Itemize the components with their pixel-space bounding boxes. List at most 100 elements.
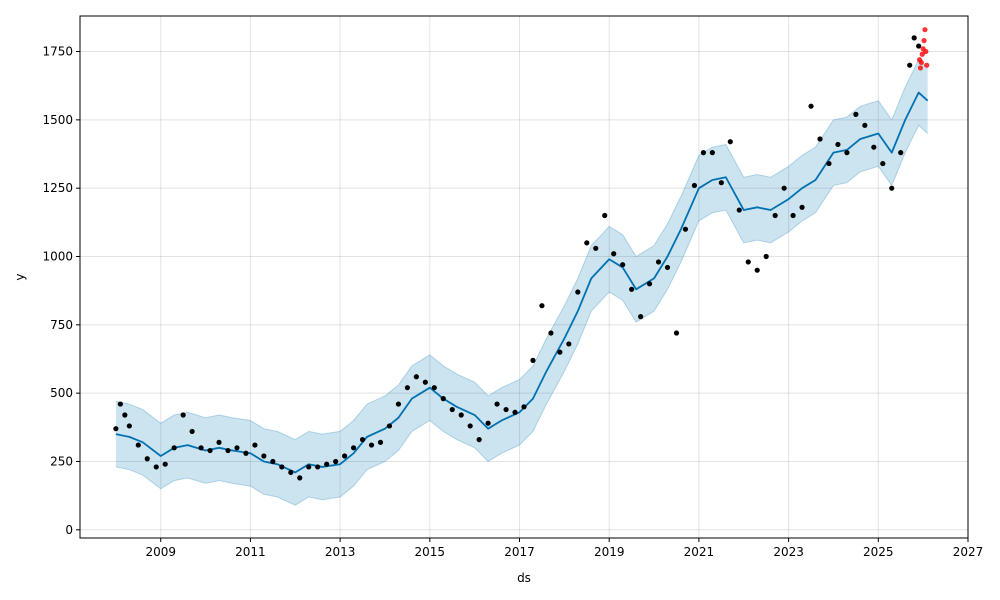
observed-point	[907, 62, 913, 68]
observed-point	[252, 442, 258, 448]
observed-point	[709, 150, 715, 156]
observed-point	[736, 207, 742, 213]
observed-point	[413, 374, 419, 380]
observed-point	[288, 469, 294, 476]
observed-point	[440, 396, 446, 402]
observed-point	[566, 341, 572, 347]
observed-point	[575, 289, 581, 295]
x-tick-label: 2027	[953, 545, 984, 559]
future-observed-point	[917, 65, 924, 71]
x-tick-label: 2019	[594, 545, 625, 559]
future-observed-points	[916, 27, 930, 71]
y-tick-label: 1500	[42, 113, 73, 127]
observed-point	[817, 136, 823, 142]
observed-point	[611, 251, 617, 257]
y-tick-label: 0	[65, 523, 73, 537]
observed-point	[494, 401, 500, 407]
observed-point	[530, 357, 536, 363]
observed-point	[270, 458, 276, 465]
axes: 2009 2011 2013 2015 2017 2019 2021 2023 2025 2027…	[42, 45, 983, 559]
observed-point	[781, 185, 787, 191]
observed-point	[476, 437, 482, 443]
observed-point	[889, 185, 895, 191]
observed-point	[122, 412, 128, 418]
observed-point	[306, 464, 312, 470]
observed-point	[216, 439, 222, 445]
observed-point	[880, 160, 886, 167]
observed-point	[911, 35, 917, 41]
observed-point	[261, 453, 267, 459]
observed-point	[234, 445, 240, 451]
observed-point	[207, 447, 213, 454]
observed-point	[844, 150, 850, 156]
observed-point	[135, 442, 141, 448]
future-observed-point	[919, 51, 925, 57]
observed-point	[521, 404, 527, 410]
y-tick-label: 1000	[42, 250, 73, 264]
uncertainty-area	[115, 59, 928, 506]
y-tick-label: 500	[50, 386, 73, 400]
observed-point	[485, 420, 491, 426]
y-tick-label: 250	[50, 454, 73, 468]
observed-point	[422, 379, 428, 385]
observed-point	[646, 281, 653, 287]
observed-point	[835, 141, 841, 148]
observed-point	[449, 406, 455, 413]
observed-point	[638, 314, 644, 320]
observed-point	[808, 103, 814, 109]
observed-point	[745, 259, 751, 265]
observed-point	[404, 385, 410, 391]
observed-point	[458, 412, 464, 418]
observed-points	[113, 35, 922, 481]
future-observed-point	[923, 48, 929, 55]
x-axis-label: ds	[517, 571, 531, 585]
observed-point	[297, 475, 303, 481]
observed-point	[368, 442, 375, 448]
observed-point	[700, 150, 706, 156]
observed-point	[359, 437, 366, 443]
observed-point	[395, 401, 402, 407]
observed-point	[655, 259, 662, 265]
observed-point	[602, 212, 608, 219]
uncertainty-band	[115, 58, 928, 506]
observed-point	[853, 111, 859, 117]
uncertainty-upper-line	[115, 58, 928, 441]
observed-point	[754, 267, 760, 273]
observed-point	[826, 160, 832, 167]
observed-point	[557, 349, 563, 355]
y-tick-label: 1250	[42, 181, 73, 195]
observed-point	[386, 423, 393, 429]
future-observed-point	[921, 37, 927, 44]
observed-point	[243, 450, 249, 456]
observed-point	[763, 253, 769, 260]
observed-point	[315, 464, 321, 470]
observed-point	[772, 212, 778, 219]
observed-point	[916, 43, 922, 49]
x-tick-label: 2021	[684, 545, 715, 559]
observed-point	[548, 330, 554, 336]
observed-point	[503, 406, 509, 413]
forecast-line	[115, 91, 929, 474]
future-observed-point	[924, 62, 930, 68]
observed-point	[718, 180, 724, 186]
observed-point	[113, 426, 119, 432]
x-tick-label: 2015	[415, 545, 446, 559]
observed-point	[539, 303, 545, 309]
observed-point	[333, 458, 339, 465]
y-axis-label: y	[13, 273, 27, 280]
observed-point	[144, 456, 150, 462]
observed-point	[512, 409, 518, 415]
observed-point	[584, 240, 590, 246]
observed-point	[790, 212, 796, 219]
y-tick-label: 750	[50, 318, 73, 332]
observed-point	[162, 461, 168, 467]
observed-point	[350, 445, 357, 451]
observed-point	[862, 122, 868, 128]
observed-point	[673, 330, 680, 336]
plot-frame	[79, 15, 969, 539]
observed-point	[342, 453, 348, 459]
observed-point	[198, 445, 204, 451]
observed-point	[324, 461, 330, 467]
